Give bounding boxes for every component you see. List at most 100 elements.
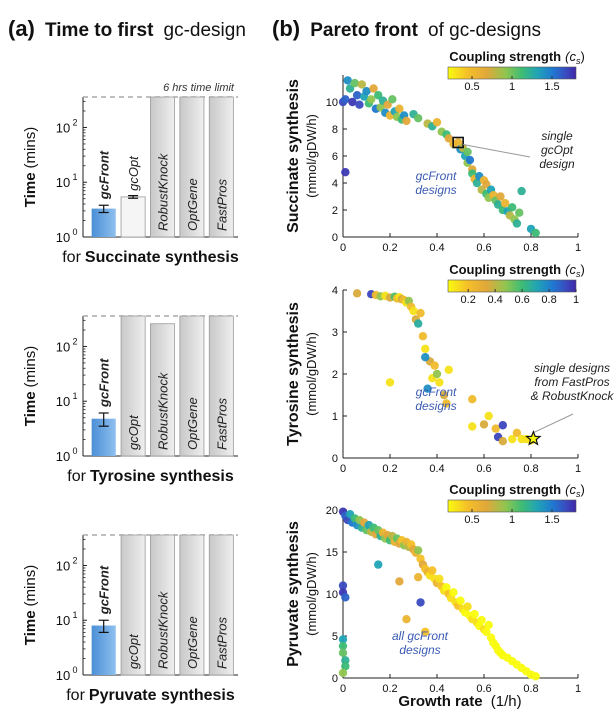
bar-optgene xyxy=(179,534,205,676)
data-point xyxy=(385,378,395,387)
y-tick-label: 10 xyxy=(56,339,70,354)
x-tick-label: 0.6 xyxy=(476,242,491,254)
data-point xyxy=(463,602,472,611)
bar-robustknock xyxy=(150,323,175,457)
y-axis-label-normal: (mins) xyxy=(22,565,39,607)
y-axis-label-bold: Time xyxy=(22,172,39,207)
caption-for: for xyxy=(62,249,81,266)
data-point xyxy=(409,306,418,316)
x-tick-label: 0.4 xyxy=(429,242,444,254)
caption-for: for xyxy=(66,687,85,704)
x-tick-label: 0.8 xyxy=(523,683,538,695)
data-point xyxy=(341,662,350,671)
annotation-all-gcfront: all gcFront xyxy=(392,629,449,643)
data-point xyxy=(477,615,486,625)
data-point xyxy=(374,560,383,569)
data-point xyxy=(374,91,383,100)
data-point xyxy=(418,332,428,341)
category-label-fastpros: FastPros xyxy=(214,397,229,450)
category-label-optgene: OptGene xyxy=(185,397,200,450)
category-label-gcfront: gcFront xyxy=(97,150,112,200)
annotation-gcfront: gcFront xyxy=(416,169,457,183)
x-tick-label: 0.8 xyxy=(523,463,538,475)
category-label-fastpros: FastPros xyxy=(214,616,229,669)
data-point xyxy=(435,574,444,584)
colorbar-title: Coupling strength (cs) xyxy=(449,262,585,279)
bar-gcfront xyxy=(91,208,116,237)
y-tick-label: 4 xyxy=(332,285,338,297)
category-label-optgene: OptGene xyxy=(185,616,200,669)
caption-target: Succinate synthesis xyxy=(85,249,239,266)
gcopt-design-marker xyxy=(452,136,464,149)
panel-a-heading: (a) Time to first gc-design xyxy=(8,16,246,41)
colorbar-close: ) xyxy=(580,482,584,497)
y-tick-exponent: 1 xyxy=(72,610,77,620)
data-point xyxy=(421,627,430,636)
y-tick-exponent: 0 xyxy=(72,227,77,237)
panel-b-label: (b) xyxy=(272,16,300,41)
annotation-single-designs: & RobustKnock xyxy=(531,389,615,403)
x-tick-label: 0.2 xyxy=(382,463,397,475)
data-point xyxy=(367,95,376,104)
data-point xyxy=(463,147,472,157)
data-point xyxy=(479,420,489,429)
data-point xyxy=(456,596,465,605)
colorbar-tick-label: 1.5 xyxy=(544,514,559,526)
caption-target: Tyrosine synthesis xyxy=(90,468,234,485)
y-axis-unit: (mmol/gDW/h) xyxy=(304,552,319,636)
colorbar-close: ) xyxy=(580,262,584,277)
chart-caption: for Tyrosine synthesis xyxy=(67,468,234,485)
y-axis-label: Tyrosine synthesis xyxy=(285,302,302,446)
data-point xyxy=(352,91,362,100)
data-point xyxy=(453,138,463,147)
y-tick-label: 2 xyxy=(332,205,338,217)
bar-gcfront xyxy=(91,625,116,675)
data-point xyxy=(341,168,350,177)
data-point xyxy=(352,289,362,298)
x-tick-label: 1 xyxy=(575,463,581,475)
data-point xyxy=(493,200,503,209)
data-point xyxy=(449,588,458,597)
y-axis-unit: (mmol/gDW/h) xyxy=(304,332,319,416)
data-point xyxy=(341,593,350,602)
data-point xyxy=(442,399,451,408)
category-label-optgene: OptGene xyxy=(185,178,200,231)
y-tick-label: 0 xyxy=(332,232,338,244)
colorbar-tick-label: 1 xyxy=(509,514,515,526)
data-point xyxy=(484,411,493,421)
colorbar-title-text: Coupling strength xyxy=(449,482,561,497)
annotation-single-designs: from FastPros xyxy=(534,375,609,389)
data-point xyxy=(517,186,526,196)
data-point xyxy=(414,573,423,582)
y-tick-exponent: 0 xyxy=(72,446,77,456)
data-point xyxy=(468,395,477,404)
annotation-all-gcfront: designs xyxy=(399,643,440,657)
data-point xyxy=(350,78,359,88)
x-tick-label: 0.6 xyxy=(476,463,491,475)
data-point xyxy=(496,192,505,201)
panel-b-title-bold: Pareto front xyxy=(310,20,418,41)
category-label-gcopt: gcOpt xyxy=(126,155,141,191)
data-point xyxy=(338,668,348,678)
data-point xyxy=(369,84,378,93)
data-point xyxy=(491,424,500,433)
colorbar-tick-label: 1 xyxy=(509,81,515,93)
data-point xyxy=(432,118,442,127)
y-tick-label: 1 xyxy=(332,411,338,423)
annotation-gcfront: designs xyxy=(415,183,456,197)
annotation-gcopt: design xyxy=(539,157,575,171)
colorbar-title-text: Coupling strength xyxy=(449,262,561,277)
colorbar-tick-label: 0.5 xyxy=(464,81,479,93)
y-tick-label: 3 xyxy=(332,327,338,339)
y-tick-label: 10 xyxy=(56,394,70,409)
x-tick-label: 0.2 xyxy=(382,683,397,695)
bar-gcopt xyxy=(120,315,146,457)
bar-gcopt xyxy=(120,196,146,238)
annotation-leader xyxy=(463,144,531,158)
colorbar-subscript: s xyxy=(576,56,581,66)
data-point xyxy=(343,76,352,85)
data-point xyxy=(338,648,348,657)
data-point xyxy=(482,627,491,636)
chart-caption: for Pyruvate synthesis xyxy=(66,687,235,704)
